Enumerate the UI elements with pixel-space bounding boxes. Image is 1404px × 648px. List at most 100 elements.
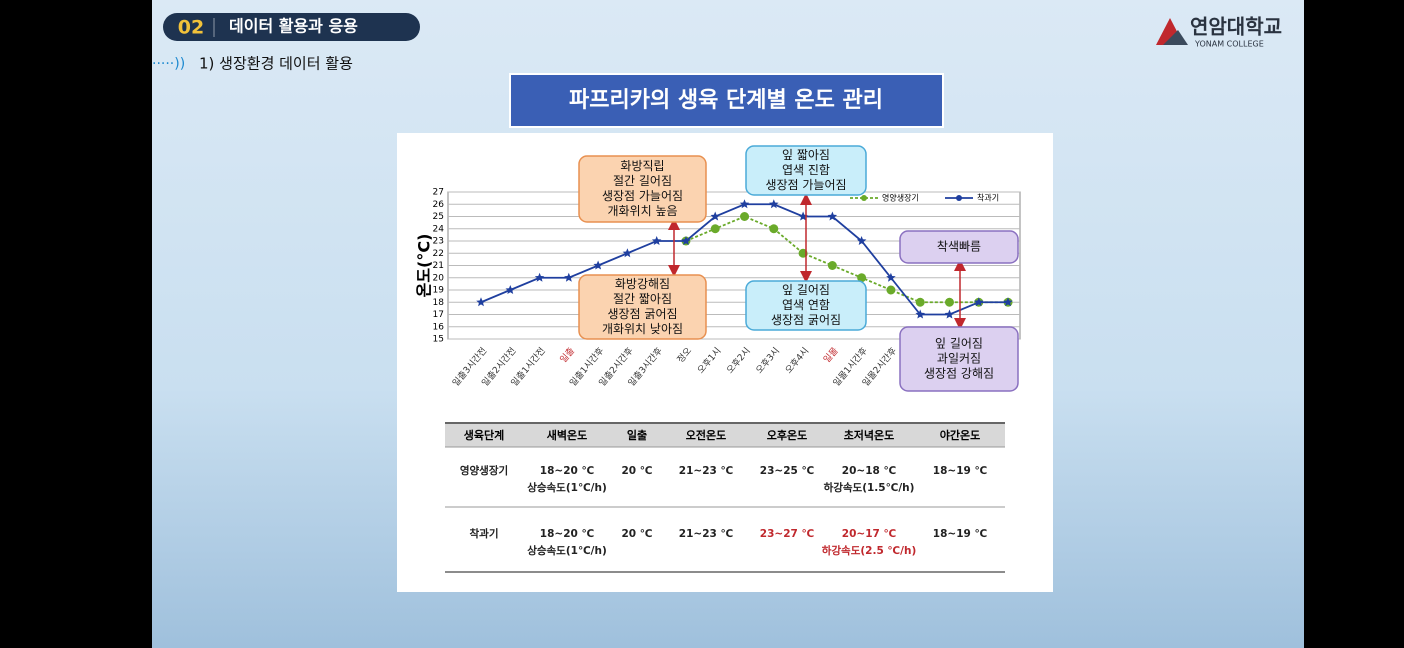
annotation-text: 잎 길어짐 [935,337,983,351]
y-tick-label: 21 [433,261,444,271]
annotation-box [578,274,707,340]
table-header-cell: 초저녁온도 [844,428,895,442]
point [739,199,750,209]
point [534,272,545,282]
annotation-text: 생장점 강해짐 [924,367,994,381]
point [944,297,954,307]
annotation-box [745,280,867,331]
annotation-text: 엽색 진함 [782,163,830,177]
logo: 연암대학교 [1190,15,1282,39]
annotation-text: 과일커짐 [937,352,981,366]
table-cell: 상승속도(1℃/h) [527,481,607,494]
slide-title: 파프리카의 생육 단계별 온도 관리 [569,88,883,113]
annotation-text: 생장점 가늘어짐 [765,178,846,192]
y-tick-label: 18 [433,298,445,308]
table-cell: 18~20 ℃ [540,528,594,540]
point [915,297,925,307]
legend-marker [956,195,962,201]
y-tick-label: 16 [433,322,445,332]
annotation-text: 화방직립 [620,159,664,173]
annotation-text: 절간 짧아짐 [613,292,672,306]
annotation-box [745,145,867,196]
subtitle: 1) 생장환경 데이터 활용 [199,55,353,73]
point [827,261,837,270]
series-line [685,215,1009,304]
section-number: 02 [178,17,204,39]
table-cell: 영양생장기 [460,464,508,477]
annotation-text: 개화위치 낮아짐 [602,322,683,336]
table-header-cell: 일출 [627,428,647,442]
point [856,236,867,245]
y-tick-label: 17 [433,310,444,320]
y-tick-label: 25 [433,212,444,222]
y-tick-label: 23 [433,237,444,247]
point [1003,297,1013,307]
point [769,199,779,209]
legend-label: 착과기 [977,194,999,203]
point [681,236,691,245]
point [827,211,838,221]
table-header-cell: 새벽온도 [547,428,587,442]
y-tick-label: 27 [433,188,444,198]
point [740,212,750,221]
table-cell: 20 ℃ [622,528,653,540]
table-header-cell: 오후온도 [767,428,807,442]
y-tick-label: 20 [433,273,445,283]
table-cell: 20~18 ℃ [842,465,896,477]
section-title: 데이터 활용과 응용 [229,17,358,36]
table-cell: 18~19 ℃ [933,528,987,540]
point [769,224,779,234]
annotation-box [899,230,1019,264]
annotation-text: 생장점 가늘어짐 [602,189,683,203]
point [564,272,574,282]
annotation-text: 생장점 굵어짐 [607,307,677,321]
annotation-text: 생장점 굵어짐 [771,313,841,327]
table-cell: 23~25 ℃ [760,465,814,477]
point [593,260,603,270]
point [710,224,720,234]
point [476,297,486,307]
table-cell: 23~27 ℃ [760,528,814,540]
annotation-box [578,155,707,223]
table-cell: 21~23 ℃ [679,465,733,477]
legend-label: 영양생장기 [882,193,919,203]
annotation-text: 잎 짧아짐 [782,148,830,162]
table-header-cell: 야간온도 [940,428,980,442]
table-cell: 18~20 ℃ [540,465,594,477]
subtitle-bullet: ·····)) [152,56,185,72]
table-header-band [445,423,1005,447]
table-header-cell: 오전온도 [686,428,726,442]
y-tick-label: 26 [433,200,445,210]
annotation-text: 착색빠름 [937,240,981,254]
point [651,236,662,245]
table-cell: 21~23 ℃ [679,528,733,540]
table-cell: 하강속도(1.5℃/h) [824,481,915,494]
legend-marker [861,195,867,201]
table-cell: 20 ℃ [622,465,653,477]
point [974,297,984,307]
y-tick-label: 15 [433,335,444,345]
point [857,273,867,283]
table-cell: 착과기 [470,527,499,540]
annotation-text: 잎 길어짐 [782,283,830,297]
y-tick-label: 24 [433,224,445,234]
annotation-box [899,326,1019,392]
table-cell: 하강속도(2.5 ℃/h) [822,544,917,557]
table-cell: 상승속도(1℃/h) [527,544,607,557]
slide-title-box [509,73,944,128]
y-tick-label: 22 [433,249,444,259]
table-header-cell: 생육단계 [464,428,504,442]
section-pill [163,13,420,41]
annotation-text: 화방강해짐 [615,277,670,291]
point [944,309,955,319]
logo-sub: YONAM COLLEGE [1194,40,1264,49]
point [622,248,633,258]
point [915,309,925,319]
table-cell: 18~19 ℃ [933,465,987,477]
point [886,285,896,295]
annotation-text: 엽색 연함 [782,298,830,312]
annotation-text: 개화위치 높음 [607,204,677,218]
